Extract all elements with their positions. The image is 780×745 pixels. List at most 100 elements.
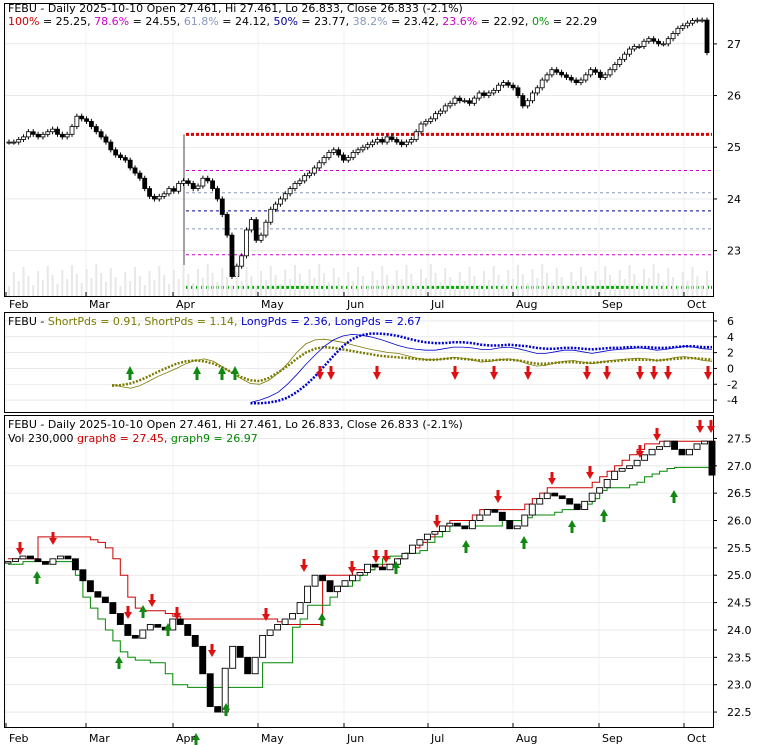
price-candle [660, 43, 666, 46]
price-step-bar [109, 602, 117, 614]
price-step-bar [304, 585, 312, 604]
price-candle [210, 180, 215, 190]
indicator-line-shortpds-1 [111, 345, 713, 388]
price-candle [224, 214, 230, 236]
volume-bar [701, 285, 704, 296]
price-step-bar [693, 443, 701, 450]
buy-arrow-icon [462, 540, 470, 553]
buy-arrow-icon [318, 613, 326, 626]
buy-arrow-icon [164, 623, 172, 636]
price-step-bar [423, 533, 431, 541]
volume-bar [264, 280, 267, 296]
price-candle [50, 128, 56, 133]
volume-bar [609, 275, 612, 296]
volume-bar [390, 284, 393, 296]
y-tick-label: 4 [727, 331, 734, 344]
price-candle [59, 133, 65, 138]
price-step-bar [349, 574, 356, 582]
volume-bar [410, 274, 413, 296]
price-step-bar [581, 500, 589, 511]
volume-bar [71, 265, 74, 296]
volume-bar [594, 271, 597, 296]
price-candle [205, 177, 211, 182]
signal-panel-grid [5, 416, 713, 727]
price-step-bar [266, 629, 274, 636]
fib-level-label: 50% [273, 15, 297, 28]
price-candle [355, 149, 361, 153]
volume-bar [114, 277, 117, 296]
x-tick-label: Mar [89, 732, 110, 745]
volume-bar [61, 270, 64, 296]
buy-arrow-icon [192, 733, 200, 745]
volume-bar [46, 266, 49, 296]
volume-bar [216, 282, 219, 296]
sell-arrow-icon [636, 445, 644, 458]
price-candle [248, 219, 254, 231]
price-step-bar [169, 618, 177, 631]
price-step-bar [176, 618, 184, 625]
volume-bar [550, 282, 553, 296]
volume-bar [230, 286, 233, 296]
price-step-bar [19, 555, 27, 560]
volume-bar [429, 264, 432, 296]
price-step-bar [416, 539, 424, 546]
price-step-bar [326, 580, 334, 593]
price-candle [307, 172, 312, 177]
volume-bar [439, 282, 442, 296]
sell-arrow-icon [586, 466, 594, 479]
volume-bar [269, 266, 272, 296]
sell-arrow-icon [382, 550, 390, 563]
price-candle [496, 84, 501, 91]
price-candle [578, 79, 584, 84]
price-candle [394, 139, 400, 143]
volume-bar [652, 264, 655, 296]
volume-bar [308, 269, 311, 296]
price-step-bar [468, 520, 476, 530]
price-candle [433, 113, 438, 120]
volume-bar [667, 268, 670, 296]
buy-arrow-icon [115, 656, 123, 669]
volume-bar [51, 275, 54, 296]
volume-bar [226, 277, 229, 296]
volume-bar [80, 283, 83, 296]
price-candle [40, 133, 46, 138]
price-candle [292, 183, 298, 190]
price-candle [156, 195, 162, 200]
volume-bar [182, 265, 185, 296]
price-candle [399, 141, 405, 146]
price-step-bar [566, 498, 574, 505]
sell-arrow-icon [696, 420, 704, 433]
price-candle [55, 128, 60, 135]
price-candle [21, 136, 26, 140]
buy-arrow-icon [193, 366, 201, 380]
price-candle [636, 46, 642, 48]
indicator-series [111, 332, 713, 405]
price-candle [379, 139, 385, 143]
volume-bar [497, 275, 500, 296]
y-tick-label: 27 [727, 38, 741, 51]
price-step-bar [656, 446, 664, 450]
sell-arrow-icon [327, 366, 335, 380]
price-candle [534, 87, 540, 94]
price-step-bar [461, 525, 469, 530]
price-candle [665, 38, 671, 45]
price-candle [374, 139, 380, 143]
volume-bar [584, 276, 587, 296]
volume-bar [502, 284, 505, 296]
price-candle [452, 97, 458, 104]
price-candle [176, 183, 182, 192]
price-candle [244, 229, 249, 257]
volume-bar [163, 275, 166, 296]
signal-legend: Vol 230,000 graph8 = 27.45, graph9 = 26.… [8, 432, 258, 445]
y-tick-label: 24.0 [727, 624, 752, 637]
price-step-bar [12, 558, 19, 563]
price-step-bar [79, 569, 87, 582]
signal-panel-frame [4, 415, 714, 728]
volume-bar [706, 271, 708, 296]
price-candle [423, 120, 429, 125]
volume-bar [22, 267, 25, 296]
volume-bar [250, 276, 253, 296]
x-tick-label: Jun [346, 298, 364, 311]
volume-bar [516, 265, 519, 296]
price-series [6, 17, 710, 296]
